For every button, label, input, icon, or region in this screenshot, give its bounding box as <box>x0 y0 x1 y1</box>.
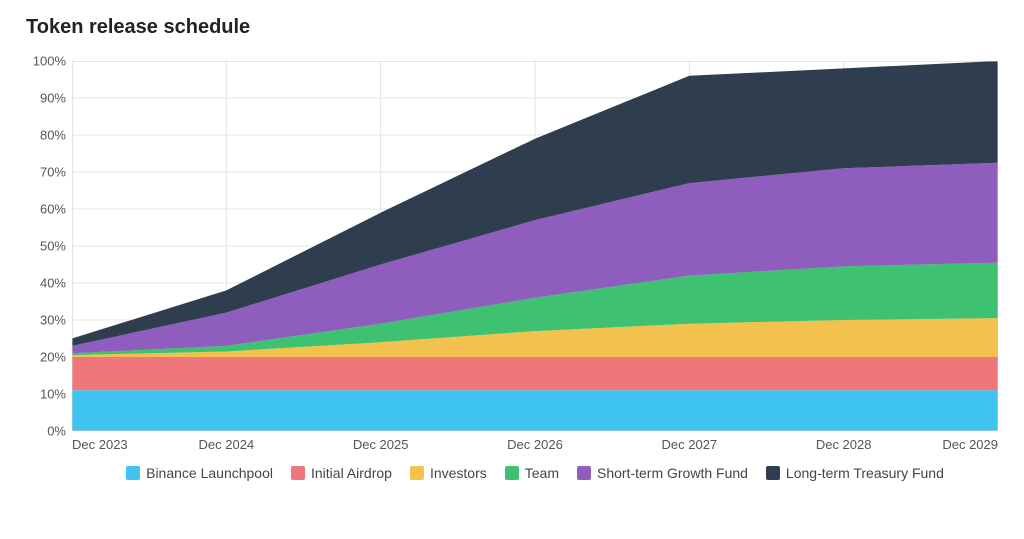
legend-swatch <box>291 466 305 480</box>
x-tick-label: Dec 2025 <box>353 437 409 452</box>
y-tick-label: 90% <box>40 91 66 106</box>
legend-swatch <box>766 466 780 480</box>
legend-label: Long-term Treasury Fund <box>786 465 944 481</box>
chart-container: 0% 10% 20% 30% 40% 50% 60% 70% 80% 90% 100% Dec 202… <box>24 57 1000 487</box>
legend-swatch <box>126 466 140 480</box>
legend-label: Short-term Growth Fund <box>597 465 748 481</box>
legend-item: Investors <box>410 465 487 481</box>
legend-label: Investors <box>430 465 487 481</box>
y-tick-label: 30% <box>40 313 66 328</box>
x-tick-label: Dec 2024 <box>199 437 255 452</box>
chart-title: Token release schedule <box>26 16 1000 39</box>
x-tick-label: Dec 2026 <box>507 437 563 452</box>
area-series <box>72 357 998 390</box>
legend-swatch <box>505 466 519 480</box>
plot-area: 0%10%20%30%40%50%60%70%80%90%100%Dec 202… <box>72 61 998 431</box>
y-tick-label: 50% <box>40 239 66 254</box>
y-tick-label: 70% <box>40 165 66 180</box>
legend-label: Initial Airdrop <box>311 465 392 481</box>
legend-label: Binance Launchpool <box>146 465 273 481</box>
legend-swatch <box>410 466 424 480</box>
chart-legend: Binance Launchpool Initial Airdrop Investo… <box>72 465 998 481</box>
legend-item: Initial Airdrop <box>291 465 392 481</box>
y-tick-label: 80% <box>40 128 66 143</box>
x-tick-label: Dec 2023 <box>72 437 128 452</box>
legend-label: Team <box>525 465 559 481</box>
area-series <box>72 390 998 431</box>
y-tick-label: 100% <box>33 54 66 69</box>
x-tick-label: Dec 2028 <box>816 437 872 452</box>
y-tick-label: 60% <box>40 202 66 217</box>
y-tick-label: 20% <box>40 350 66 365</box>
legend-item: Team <box>505 465 559 481</box>
legend-item: Binance Launchpool <box>126 465 273 481</box>
y-tick-label: 10% <box>40 387 66 402</box>
legend-swatch <box>577 466 591 480</box>
stacked-area-svg <box>72 61 998 431</box>
y-tick-label: 40% <box>40 276 66 291</box>
x-tick-label: Dec 2029 <box>942 437 998 452</box>
legend-item: Short-term Growth Fund <box>577 465 748 481</box>
y-tick-label: 0% <box>47 424 66 439</box>
x-tick-label: Dec 2027 <box>662 437 718 452</box>
legend-item: Long-term Treasury Fund <box>766 465 944 481</box>
